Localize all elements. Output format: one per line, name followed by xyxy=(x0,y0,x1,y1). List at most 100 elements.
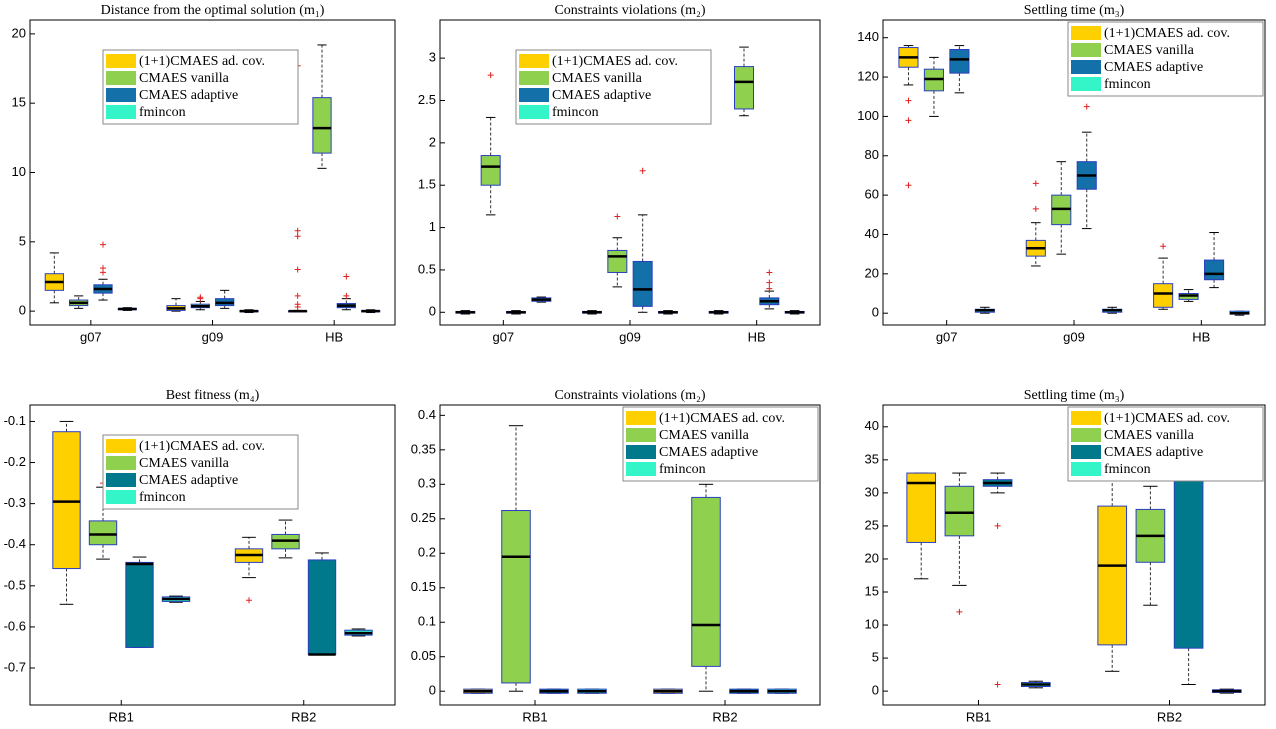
legend-swatch xyxy=(1071,462,1101,476)
legend-label: CMAES adaptive xyxy=(1104,60,1203,75)
legend-swatch xyxy=(106,88,136,102)
x-tick-label: g07 xyxy=(492,329,514,344)
legend-swatch xyxy=(1071,26,1101,40)
legend-label: fmincon xyxy=(1104,77,1151,92)
x-tick-label: RB2 xyxy=(712,709,737,724)
legend-swatch xyxy=(1071,77,1101,91)
outlier xyxy=(1160,243,1167,250)
outlier xyxy=(100,241,106,248)
x-tick-label: RB1 xyxy=(966,709,991,724)
y-tick-label: 5 xyxy=(872,650,879,665)
legend-label: CMAES adaptive xyxy=(659,445,758,460)
box xyxy=(312,97,332,154)
chart-title: Constraints violations (m₂) xyxy=(554,3,705,18)
outlier xyxy=(1032,205,1039,212)
outlier xyxy=(766,269,773,276)
y-tick-label: 20 xyxy=(865,550,879,565)
legend-swatch xyxy=(106,456,136,470)
outlier xyxy=(294,266,301,273)
legend-label: (1+1)CMAES ad. cov. xyxy=(139,439,265,454)
legend-label: CMAES vanilla xyxy=(139,456,230,471)
legend-swatch xyxy=(1071,60,1101,74)
legend-label: fmincon xyxy=(139,490,186,505)
legend-label: fmincon xyxy=(552,105,599,120)
y-tick-label: -0.5 xyxy=(4,577,26,592)
y-tick-label: 0.25 xyxy=(411,510,436,525)
box xyxy=(949,49,970,74)
legend-label: CMAES vanilla xyxy=(1104,428,1195,443)
outlier xyxy=(994,681,1001,688)
legend-swatch xyxy=(106,490,136,504)
x-tick-label: RB2 xyxy=(1157,709,1182,724)
y-tick-label: 5 xyxy=(19,233,26,248)
outlier xyxy=(994,522,1001,529)
outlier xyxy=(343,292,350,299)
y-tick-label: 60 xyxy=(865,187,879,202)
box xyxy=(88,520,118,546)
legend-label: CMAES vanilla xyxy=(552,71,643,86)
y-tick-label: 30 xyxy=(865,484,879,499)
y-tick-label: 40 xyxy=(865,418,879,433)
y-tick-label: -0.4 xyxy=(4,536,26,551)
y-tick-label: 15 xyxy=(12,95,26,110)
outlier xyxy=(1083,103,1090,110)
legend-label: CMAES vanilla xyxy=(1104,43,1195,58)
legend-label: fmincon xyxy=(1104,462,1151,477)
legend-swatch xyxy=(519,54,549,68)
y-tick-label: 0.3 xyxy=(418,476,436,491)
outlier xyxy=(905,182,912,189)
legend-swatch xyxy=(106,71,136,85)
legend-swatch xyxy=(106,439,136,453)
y-tick-label: 0 xyxy=(429,683,436,698)
y-tick-label: 35 xyxy=(865,451,879,466)
box xyxy=(1204,259,1225,281)
outlier xyxy=(294,292,301,299)
y-tick-label: -0.7 xyxy=(4,659,26,674)
legend-swatch xyxy=(626,445,656,459)
chart-title: Settling time (m₃) xyxy=(1024,3,1125,18)
y-tick-label: 120 xyxy=(857,69,879,84)
legend-label: CMAES adaptive xyxy=(139,88,238,103)
x-tick-label: HB xyxy=(325,329,343,344)
box xyxy=(1097,505,1128,646)
outlier xyxy=(197,295,204,302)
y-tick-label: 20 xyxy=(12,25,26,40)
legend-swatch xyxy=(106,105,136,119)
x-tick-label: RB1 xyxy=(109,709,134,724)
box xyxy=(480,155,501,186)
x-tick-label: g09 xyxy=(619,329,641,344)
box xyxy=(52,431,81,570)
box xyxy=(1153,283,1174,308)
y-tick-label: -0.1 xyxy=(4,413,26,428)
x-tick-label: g09 xyxy=(1063,329,1085,344)
y-tick-label: 25 xyxy=(865,517,879,532)
box xyxy=(1173,479,1204,649)
legend-label: (1+1)CMAES ad. cov. xyxy=(552,54,678,69)
chart-title: Distance from the optimal solution (m₁) xyxy=(101,3,325,18)
y-tick-label: -0.6 xyxy=(4,618,26,633)
box xyxy=(944,485,975,537)
box xyxy=(906,472,937,543)
y-tick-label: 3 xyxy=(429,50,436,65)
y-tick-label: 0.1 xyxy=(418,614,436,629)
legend-swatch xyxy=(1071,411,1101,425)
y-tick-label: 140 xyxy=(857,29,879,44)
y-tick-label: 0.15 xyxy=(411,579,436,594)
outlier xyxy=(905,97,912,104)
box xyxy=(125,561,154,648)
chart-title: Constraints violations (m₂) xyxy=(554,388,705,403)
y-tick-label: 0.4 xyxy=(418,407,436,422)
y-tick-label: -0.2 xyxy=(4,454,26,469)
outlier xyxy=(614,213,621,220)
y-tick-label: 0 xyxy=(19,303,26,318)
y-tick-label: 1.5 xyxy=(418,177,436,192)
legend-label: (1+1)CMAES ad. cov. xyxy=(659,411,785,426)
legend-swatch xyxy=(519,105,549,119)
box xyxy=(307,559,337,655)
y-tick-label: 1 xyxy=(429,219,436,234)
x-tick-label: RB1 xyxy=(522,709,547,724)
legend-label: fmincon xyxy=(139,105,186,120)
chart-title: Best fitness (m₄) xyxy=(166,388,260,403)
outlier xyxy=(294,233,301,240)
